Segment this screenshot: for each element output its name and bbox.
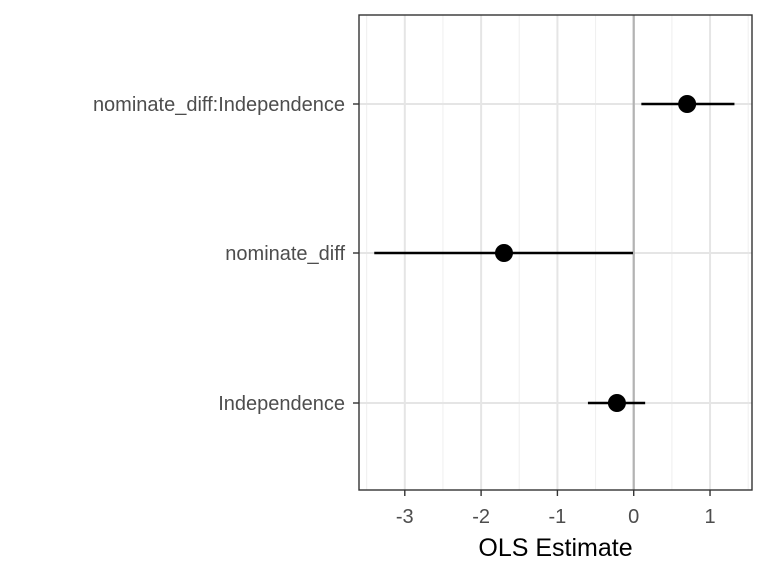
x-tick-label: -3 <box>396 506 414 528</box>
x-tick-label: -1 <box>549 506 567 528</box>
axis-layer: nominate_diff:Independence nominate_diff I… <box>93 94 716 528</box>
y-tick-label: nominate_diff <box>225 243 345 265</box>
data-layer <box>374 95 735 412</box>
y-tick-label: nominate_diff:Independence <box>93 94 345 116</box>
point-estimate-1 <box>494 244 513 262</box>
y-tick-label: Independence <box>218 393 345 415</box>
x-tick-label: -2 <box>472 506 490 528</box>
x-axis-title: OLS Estimate <box>478 534 632 562</box>
point-estimate-0 <box>678 95 697 113</box>
x-tick-label: 0 <box>628 506 639 528</box>
point-estimate-2 <box>607 394 626 412</box>
x-tick-label: 1 <box>704 506 715 528</box>
